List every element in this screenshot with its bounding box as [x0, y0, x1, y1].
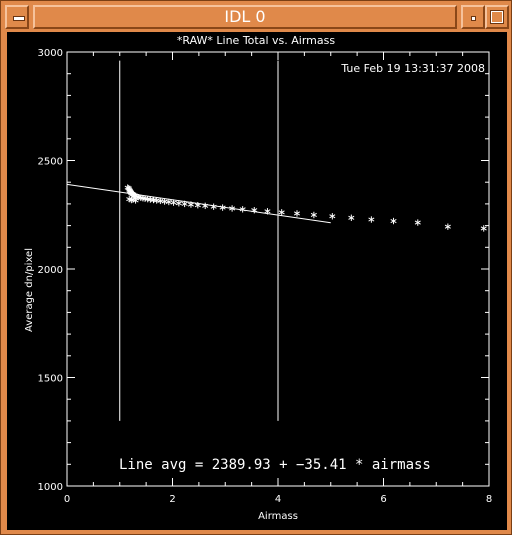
chart-title: *RAW* Line Total vs. Airmass: [177, 34, 335, 47]
fit-annotation: Line avg = 2389.93 + −35.41 * airmass: [119, 457, 431, 473]
y-tick-label: 2000: [38, 265, 63, 276]
data-point: [187, 201, 194, 208]
x-tick-label: 2: [169, 494, 175, 505]
data-point: [181, 200, 188, 208]
data-point: [194, 202, 201, 209]
data-point: [444, 223, 451, 230]
x-tick-label: 0: [64, 494, 70, 505]
x-tick-label: 4: [275, 494, 281, 505]
window-menu-icon[interactable]: [5, 5, 29, 29]
y-tick-label: 1500: [38, 374, 63, 385]
data-point: [202, 202, 209, 210]
data-point: [310, 211, 317, 219]
fit-line: [66, 183, 331, 224]
data-point: [165, 198, 172, 206]
window-title[interactable]: IDL 0: [33, 5, 457, 29]
timestamp: Tue Feb 19 13:31:37 2008: [340, 62, 485, 75]
plot-area: *RAW* Line Total vs. Airmass Tue Feb 19 …: [7, 32, 507, 530]
y-tick-label: 2500: [38, 157, 63, 168]
x-tick-label: 8: [486, 494, 492, 505]
data-point: [414, 219, 421, 226]
data-point: [219, 204, 226, 211]
data-point: [239, 206, 246, 213]
data-point: [175, 200, 182, 207]
y-tick-label: 3000: [38, 48, 63, 59]
data-point: [390, 217, 397, 225]
x-axis-label: Airmass: [258, 511, 298, 522]
maximize-icon[interactable]: [485, 5, 509, 29]
y-tick-label: 1000: [38, 482, 63, 493]
x-tick-label: 6: [380, 494, 386, 505]
data-point: [368, 216, 375, 223]
data-point: [170, 199, 177, 206]
data-point: [329, 213, 336, 220]
data-point: [293, 210, 301, 217]
data-point: [251, 206, 258, 214]
data-point: [132, 197, 139, 204]
data-point: [480, 225, 487, 232]
airmass-chart: *RAW* Line Total vs. Airmass Tue Feb 19 …: [24, 34, 492, 522]
data-point: [210, 203, 217, 210]
data-point: [229, 205, 236, 212]
y-axis-label: Average dn/pixel: [24, 248, 35, 332]
data-point: [348, 214, 355, 221]
title-bar[interactable]: IDL 0: [5, 5, 509, 29]
data-point: [264, 208, 271, 215]
minimize-icon[interactable]: [461, 5, 485, 29]
data-point: [278, 209, 285, 216]
